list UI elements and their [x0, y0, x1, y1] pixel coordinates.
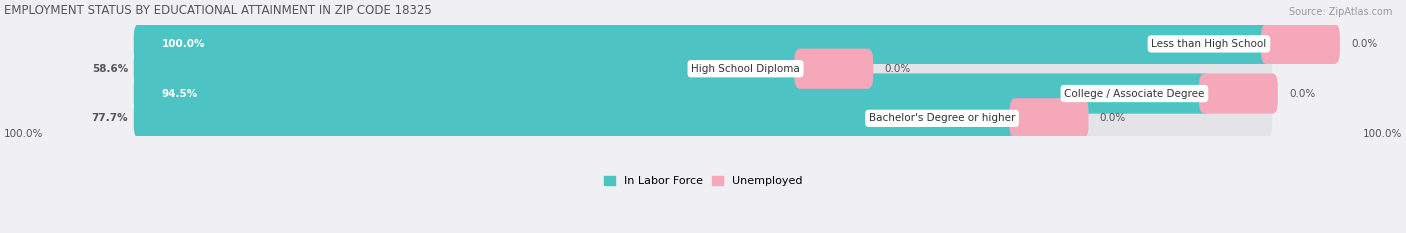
FancyBboxPatch shape	[1261, 24, 1340, 64]
Text: 0.0%: 0.0%	[1099, 113, 1126, 123]
FancyBboxPatch shape	[134, 98, 1272, 138]
Text: 77.7%: 77.7%	[91, 113, 128, 123]
FancyBboxPatch shape	[134, 49, 806, 89]
FancyBboxPatch shape	[134, 98, 1021, 138]
Text: High School Diploma: High School Diploma	[692, 64, 800, 74]
Text: 100.0%: 100.0%	[4, 129, 44, 139]
Text: 100.0%: 100.0%	[1362, 129, 1402, 139]
FancyBboxPatch shape	[1199, 73, 1278, 114]
Text: College / Associate Degree: College / Associate Degree	[1064, 89, 1205, 99]
Text: 0.0%: 0.0%	[1351, 39, 1378, 49]
FancyBboxPatch shape	[794, 49, 873, 89]
FancyBboxPatch shape	[1010, 98, 1088, 138]
FancyBboxPatch shape	[134, 49, 1272, 89]
FancyBboxPatch shape	[134, 24, 1272, 64]
Text: Source: ZipAtlas.com: Source: ZipAtlas.com	[1288, 7, 1392, 17]
Legend: In Labor Force, Unemployed: In Labor Force, Unemployed	[599, 172, 807, 191]
FancyBboxPatch shape	[134, 24, 1272, 64]
Text: 58.6%: 58.6%	[91, 64, 128, 74]
Text: Less than High School: Less than High School	[1152, 39, 1267, 49]
Text: EMPLOYMENT STATUS BY EDUCATIONAL ATTAINMENT IN ZIP CODE 18325: EMPLOYMENT STATUS BY EDUCATIONAL ATTAINM…	[4, 4, 432, 17]
Text: Bachelor's Degree or higher: Bachelor's Degree or higher	[869, 113, 1015, 123]
FancyBboxPatch shape	[134, 73, 1211, 114]
FancyBboxPatch shape	[134, 73, 1272, 114]
Text: 94.5%: 94.5%	[162, 89, 198, 99]
Text: 100.0%: 100.0%	[162, 39, 205, 49]
Text: 0.0%: 0.0%	[884, 64, 911, 74]
Text: 0.0%: 0.0%	[1289, 89, 1316, 99]
